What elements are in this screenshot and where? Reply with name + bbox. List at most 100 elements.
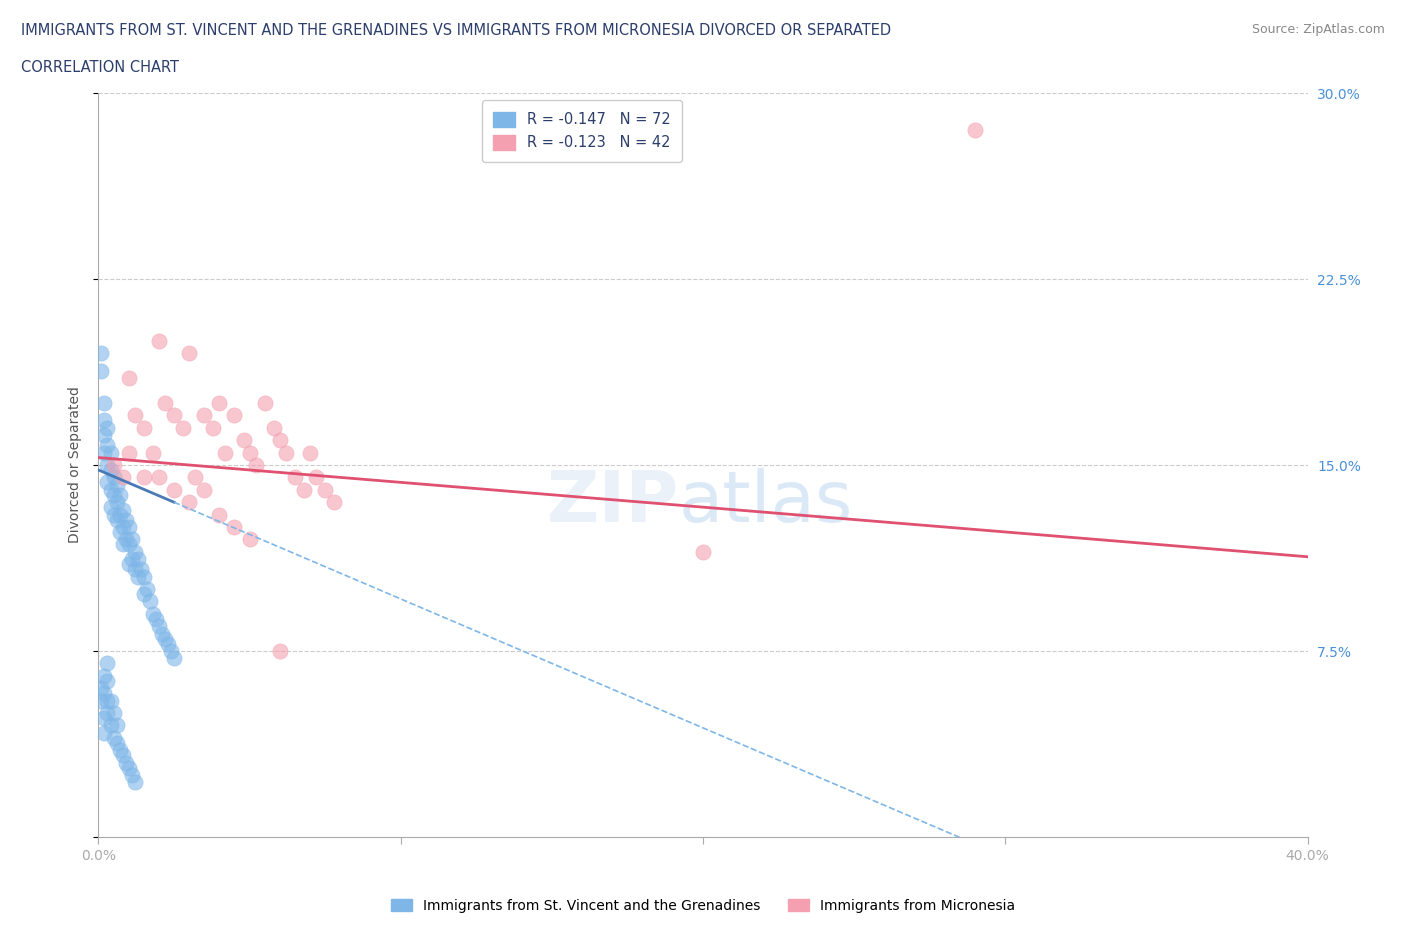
Point (90, 364, 112, 379)
Point (156, 636, 179, 651)
Point (214, 445, 236, 460)
Point (253, 395, 276, 410)
Point (100, 445, 122, 460)
Point (127, 551, 149, 566)
Point (90, 681, 112, 696)
Point (103, 730, 125, 745)
Point (100, 718, 122, 733)
Point (96, 438, 118, 453)
Point (121, 551, 143, 566)
Point (148, 618, 170, 633)
Point (208, 507, 231, 522)
Point (93, 413, 115, 428)
Point (114, 755, 136, 770)
Point (118, 557, 141, 572)
Point (224, 520, 246, 535)
Point (127, 569, 149, 584)
Point (193, 408, 215, 423)
Point (96, 673, 118, 688)
Point (105, 495, 128, 510)
Point (118, 371, 141, 386)
Point (108, 525, 131, 539)
Legend: Immigrants from St. Vincent and the Grenadines, Immigrants from Micronesia: Immigrants from St. Vincent and the Gren… (385, 894, 1021, 919)
Point (245, 458, 267, 472)
Point (111, 520, 134, 535)
Point (179, 495, 201, 510)
Point (93, 711, 115, 725)
Point (132, 470, 155, 485)
Point (124, 562, 146, 577)
Text: IMMIGRANTS FROM ST. VINCENT AND THE GRENADINES VS IMMIGRANTS FROM MICRONESIA DIV: IMMIGRANTS FROM ST. VINCENT AND THE GREN… (21, 23, 891, 38)
Point (96, 475, 118, 490)
Point (93, 669, 115, 684)
Point (93, 725, 115, 740)
Point (90, 693, 112, 708)
Point (129, 562, 152, 577)
Point (132, 569, 155, 584)
Point (163, 408, 186, 423)
Point (184, 470, 207, 485)
Point (90, 346, 112, 361)
Point (142, 606, 165, 621)
Point (103, 507, 125, 522)
Point (111, 748, 134, 763)
Point (96, 706, 118, 721)
Point (93, 445, 115, 460)
Point (105, 477, 128, 492)
Point (172, 420, 194, 435)
Point (314, 483, 336, 498)
Point (179, 346, 201, 361)
Point (105, 736, 128, 751)
Point (239, 532, 262, 547)
Point (163, 483, 186, 498)
Point (292, 483, 315, 498)
Point (323, 495, 346, 510)
Point (100, 693, 122, 708)
Text: atlas: atlas (679, 468, 853, 537)
Point (100, 499, 122, 514)
Y-axis label: Divorced or Separated: Divorced or Separated (67, 387, 82, 543)
Text: CORRELATION CHART: CORRELATION CHART (21, 60, 179, 75)
Point (202, 420, 225, 435)
Point (93, 395, 115, 410)
Point (96, 420, 118, 435)
Point (305, 470, 328, 485)
Point (124, 775, 146, 790)
Point (692, 544, 714, 559)
Point (93, 685, 115, 700)
Point (121, 767, 143, 782)
Point (111, 502, 134, 517)
Point (100, 483, 122, 498)
Point (160, 644, 183, 658)
Point (163, 651, 186, 666)
Point (239, 445, 262, 460)
Point (132, 587, 155, 602)
Point (150, 626, 173, 641)
Point (108, 507, 131, 522)
Point (208, 395, 231, 410)
Point (269, 432, 291, 447)
Point (284, 470, 307, 485)
Point (108, 743, 131, 758)
Point (132, 420, 155, 435)
Point (114, 512, 136, 527)
Point (105, 718, 128, 733)
Text: ZIP: ZIP (547, 468, 679, 537)
Point (148, 470, 170, 485)
Point (224, 408, 246, 423)
Point (103, 706, 125, 721)
Point (145, 611, 167, 626)
Point (269, 644, 291, 658)
Text: Source: ZipAtlas.com: Source: ZipAtlas.com (1251, 23, 1385, 36)
Point (100, 462, 122, 477)
Point (118, 537, 141, 551)
Point (111, 470, 134, 485)
Point (232, 432, 254, 447)
Legend: R = -0.147   N = 72, R = -0.123   N = 42: R = -0.147 N = 72, R = -0.123 N = 42 (482, 100, 682, 162)
Point (142, 445, 165, 460)
Point (108, 487, 131, 502)
Point (124, 408, 146, 423)
Point (118, 445, 141, 460)
Point (121, 532, 143, 547)
Point (153, 395, 176, 410)
